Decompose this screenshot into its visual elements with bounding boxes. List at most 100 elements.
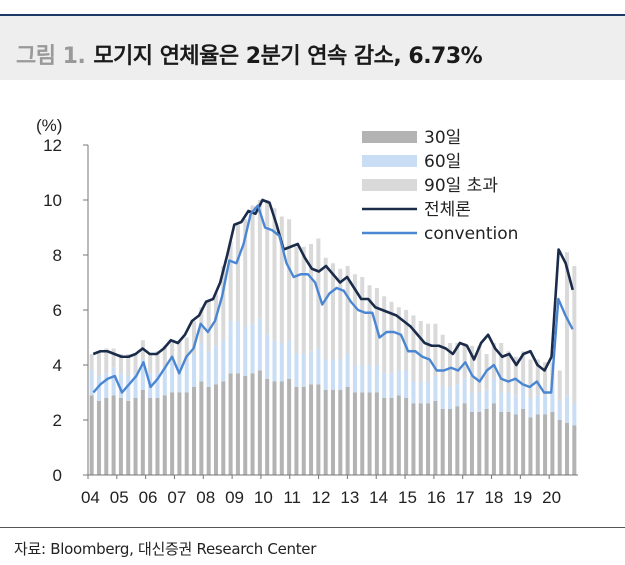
bar-60d-12Q2	[330, 359, 336, 390]
bar-90d-06Q1	[148, 354, 153, 374]
bar-90d-16Q1	[440, 334, 445, 387]
x-tick-label-08: 08	[196, 488, 215, 507]
bar-30d-07Q3	[192, 387, 197, 475]
bar-30d-15Q3	[426, 403, 431, 475]
bar-60d-18Q1	[499, 392, 504, 412]
bar-60d-17Q3	[484, 389, 489, 409]
bar-90d-11Q1	[294, 246, 299, 354]
bar-90d-08Q4	[228, 241, 233, 321]
bar-30d-11Q1	[294, 387, 299, 475]
bar-60d-11Q1	[294, 354, 299, 387]
x-tick-label-17: 17	[456, 488, 475, 507]
bar-90d-10Q4	[287, 219, 292, 341]
bar-90d-18Q3	[513, 356, 518, 396]
bar-60d-15Q2	[418, 381, 423, 404]
bar-60d-11Q3	[309, 351, 314, 385]
bar-30d-16Q4	[462, 403, 467, 475]
bar-30d-17Q4	[491, 403, 496, 475]
bar-90d-19Q1	[528, 359, 533, 398]
bar-60d-07Q1	[177, 365, 182, 393]
bar-30d-08Q1	[206, 387, 211, 475]
bar-60d-13Q1	[352, 365, 357, 393]
bar-90d-09Q2	[243, 219, 248, 327]
legend-30d-label: 30일	[424, 128, 461, 148]
figure-label: 그림 1	[16, 44, 78, 69]
legend-90d-swatch	[362, 179, 417, 191]
bar-90d-04Q2	[96, 351, 101, 376]
bar-60d-20Q1	[557, 400, 562, 420]
bar-30d-13Q2	[360, 392, 365, 475]
bar-60d-20Q2	[565, 395, 570, 423]
bar-30d-09Q3	[250, 373, 255, 475]
x-tick-label-14: 14	[369, 488, 388, 507]
bar-60d-19Q1	[528, 398, 533, 418]
bar-30d-05Q4	[140, 389, 145, 475]
bar-30d-05Q2	[126, 400, 131, 475]
bar-60d-09Q4	[257, 318, 262, 371]
legend-30d-swatch	[362, 131, 417, 143]
bar-30d-15Q2	[418, 403, 423, 475]
bar-30d-05Q1	[118, 398, 123, 475]
bar-30d-04Q4	[111, 395, 116, 475]
bar-60d-10Q4	[287, 340, 292, 379]
bar-60d-04Q2	[96, 376, 101, 401]
bar-90d-09Q3	[250, 205, 255, 324]
bar-60d-04Q1	[89, 370, 94, 396]
bar-30d-13Q1	[352, 392, 357, 475]
legend-total-label: 전체론	[424, 200, 471, 220]
bar-90d-08Q3	[221, 266, 226, 341]
bar-60d-04Q3	[104, 373, 109, 398]
bar-90d-13Q3	[367, 285, 372, 365]
bar-60d-14Q1	[382, 373, 387, 398]
x-tick-label-11: 11	[283, 488, 301, 507]
bar-30d-12Q3	[338, 389, 343, 475]
bar-90d-15Q4	[433, 323, 438, 376]
bar-60d-11Q4	[316, 348, 321, 385]
bar-30d-12Q2	[330, 389, 336, 475]
legend-60d-swatch	[362, 155, 417, 167]
bar-60d-16Q1	[440, 387, 445, 409]
bar-30d-04Q3	[104, 398, 109, 475]
y-tick-label-4: 4	[53, 356, 62, 375]
bar-90d-15Q1	[411, 315, 416, 382]
bar-30d-09Q1	[235, 373, 240, 475]
bar-60d-14Q3	[396, 370, 401, 396]
title-band	[0, 16, 625, 80]
x-tick-label-13: 13	[340, 488, 359, 507]
bar-30d-18Q3	[513, 414, 518, 475]
legend-90d-label: 90일 초과	[424, 176, 498, 196]
bar-60d-06Q4	[170, 362, 175, 393]
bar-90d-09Q1	[235, 224, 240, 321]
bar-90d-06Q2	[155, 351, 160, 374]
bar-90d-15Q3	[426, 323, 431, 382]
x-tick-label-07: 07	[167, 488, 186, 507]
bar-90d-04Q1	[89, 354, 94, 371]
y-tick-label-8: 8	[53, 246, 62, 265]
bar-60d-08Q4	[228, 321, 233, 374]
bar-30d-18Q2	[506, 411, 511, 475]
figure-title: 그림 1. 모기지 연체율은 2분기 연속 감소, 6.73%	[16, 38, 483, 70]
bar-series-group	[89, 200, 577, 475]
bar-90d-05Q1	[118, 354, 123, 374]
source-note: 자료: Bloomberg, 대신증권 Research Center	[14, 540, 317, 558]
bar-30d-10Q2	[272, 381, 277, 475]
bar-60d-11Q2	[301, 354, 306, 387]
bar-60d-10Q2	[272, 340, 277, 382]
bar-30d-08Q3	[221, 381, 226, 475]
bar-90d-07Q1	[177, 340, 182, 365]
bar-90d-06Q4	[170, 340, 175, 363]
x-tick-label-19: 19	[513, 488, 532, 507]
bar-90d-04Q3	[104, 348, 109, 374]
bar-90d-10Q1	[265, 200, 270, 335]
bar-90d-20Q1	[557, 370, 562, 401]
bar-30d-11Q4	[316, 384, 321, 475]
bar-30d-06Q2	[155, 398, 160, 475]
bar-60d-13Q2	[360, 365, 365, 393]
bar-30d-17Q2	[477, 411, 482, 475]
bar-30d-20Q1	[557, 420, 562, 475]
bar-90d-18Q1	[499, 343, 504, 393]
bar-90d-05Q2	[126, 354, 131, 376]
bar-60d-06Q3	[162, 367, 167, 396]
y-unit-label: (%)	[36, 116, 62, 135]
bar-30d-16Q3	[455, 406, 460, 475]
